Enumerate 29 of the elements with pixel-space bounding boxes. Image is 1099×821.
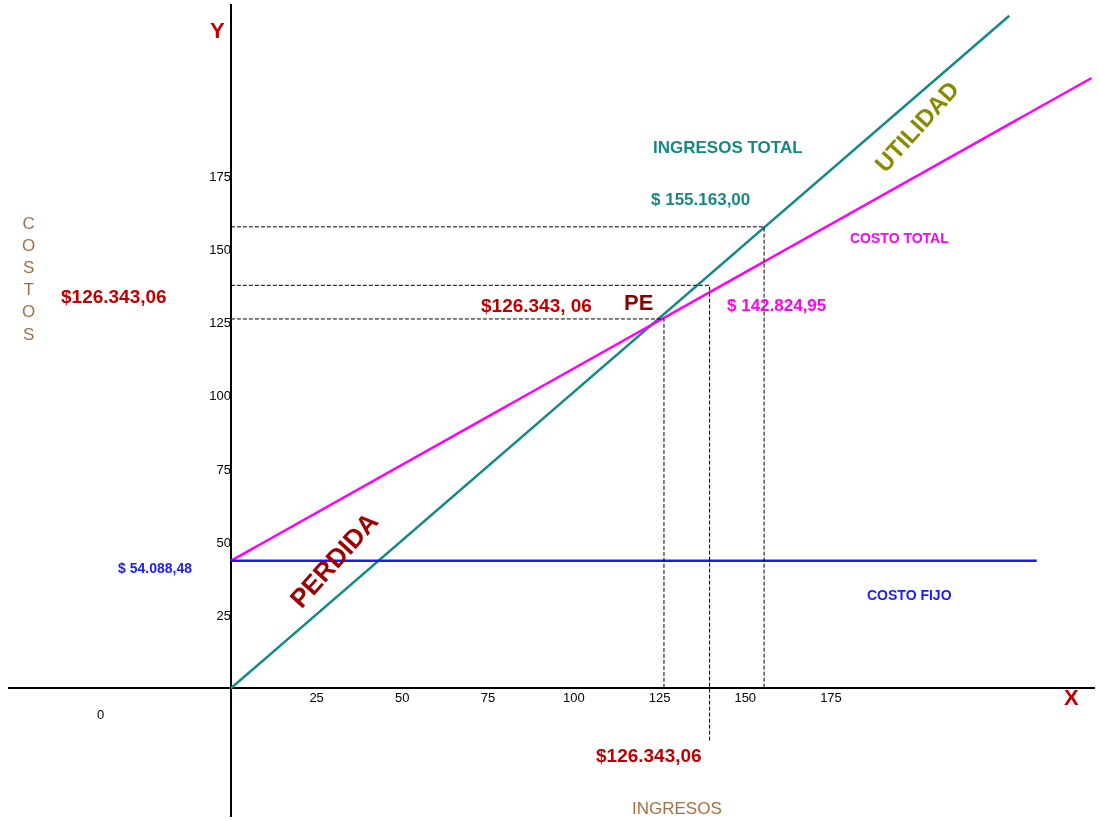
y-tick-label: 100 bbox=[209, 388, 231, 404]
x-tick-label: 25 bbox=[309, 690, 324, 706]
y-tick-label: 75 bbox=[216, 461, 231, 477]
annotation: X bbox=[1064, 685, 1079, 710]
annotation: $ 155.163,00 bbox=[651, 190, 751, 209]
x-tick-label: 75 bbox=[480, 690, 496, 706]
annotation: $126.343,06 bbox=[596, 745, 702, 766]
x-tick-label: 50 bbox=[395, 690, 410, 706]
x-tick-label: 125 bbox=[648, 690, 671, 706]
annotation: COSTO TOTAL bbox=[850, 230, 950, 246]
annotation: $126.343, 06 bbox=[481, 295, 592, 316]
annotation: PE bbox=[624, 290, 654, 315]
annotation: $126.343,06 bbox=[61, 286, 167, 307]
y-tick-label: 125 bbox=[209, 315, 231, 331]
y-axis-title: COSTOS bbox=[22, 214, 36, 344]
x-axis-title: INGRESOS bbox=[632, 799, 722, 818]
y-tick-label: 150 bbox=[209, 242, 231, 258]
annotation: $ 142.824,95 bbox=[727, 296, 827, 315]
x-tick-label: 100 bbox=[562, 690, 585, 706]
x-tick-label: 150 bbox=[734, 690, 757, 706]
y-tick-label: 25 bbox=[216, 607, 231, 623]
x-tick-label: 175 bbox=[820, 690, 842, 706]
annotation: Y bbox=[210, 18, 225, 43]
y-tick-label: 175 bbox=[209, 169, 231, 185]
annotation: 0 bbox=[97, 707, 105, 722]
y-tick-label: 50 bbox=[216, 534, 231, 550]
annotation: INGRESOS TOTAL bbox=[653, 138, 803, 157]
annotation: $ 54.088,48 bbox=[118, 560, 193, 576]
annotation: COSTO FIJO bbox=[867, 587, 952, 603]
